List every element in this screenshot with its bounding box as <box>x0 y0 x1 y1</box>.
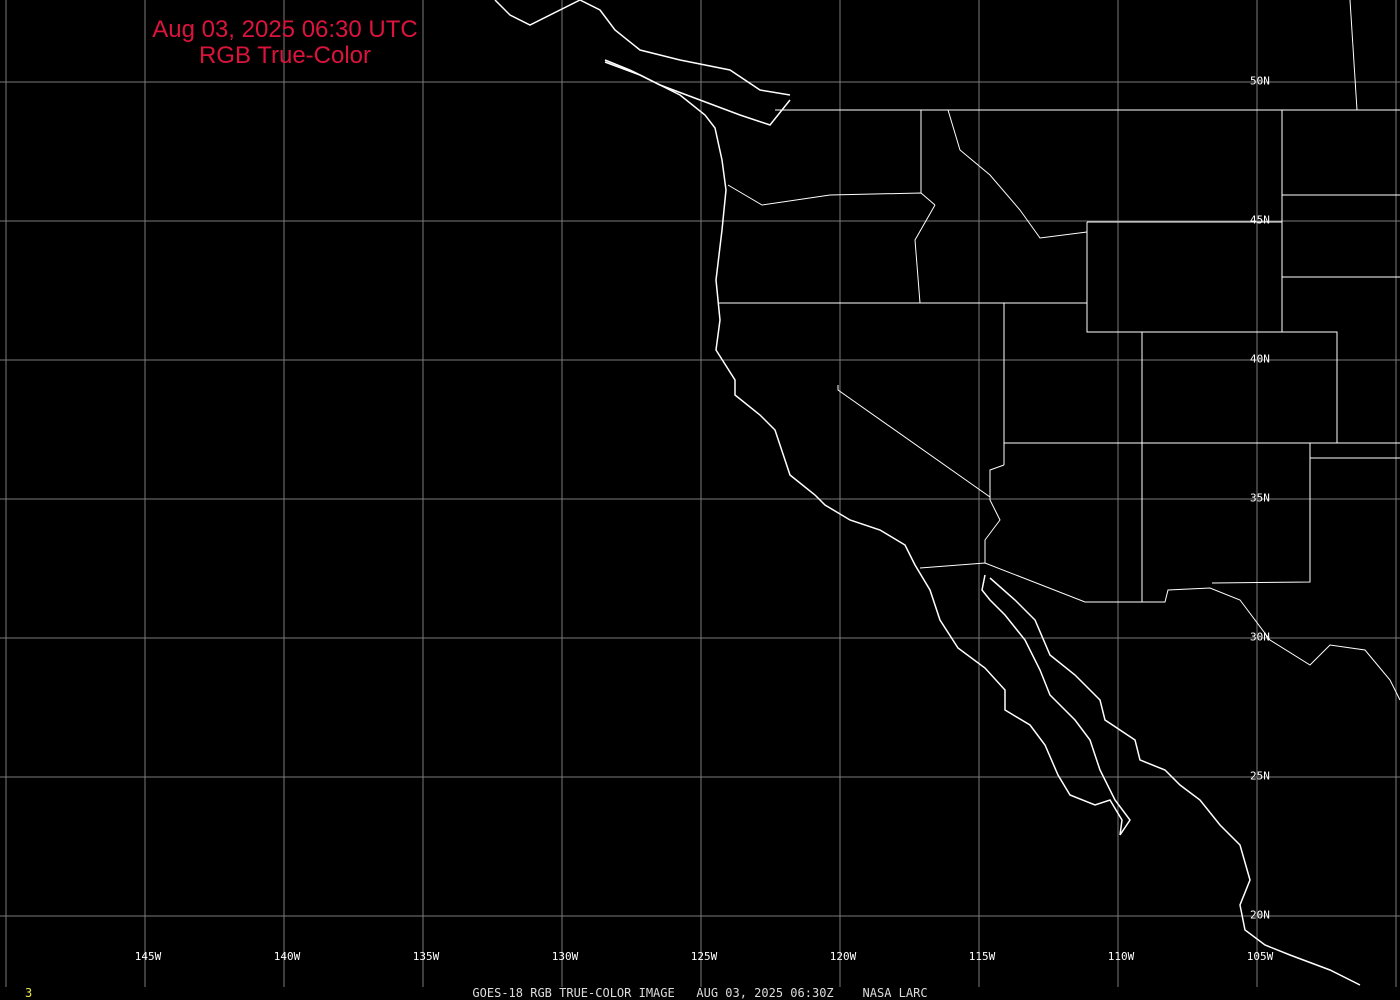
ca-nv-border <box>837 385 991 498</box>
bc-coast <box>494 0 791 96</box>
lat-label: 30N <box>1250 630 1270 644</box>
vancouver-island <box>604 59 791 126</box>
map-title-datetime: Aug 03, 2025 06:30 UTC <box>152 16 418 43</box>
wy-co-border <box>1142 331 1338 443</box>
pacific-coast <box>604 61 1123 836</box>
lon-label: 140W <box>273 950 301 963</box>
id-mt-border <box>947 109 1088 239</box>
lon-label: 125W <box>690 950 718 963</box>
lat-label: 45N <box>1250 213 1270 227</box>
us-mexico-border <box>919 562 1400 701</box>
lon-label: 120W <box>829 950 857 963</box>
lat-label: 35N <box>1250 491 1270 505</box>
lon-label: 115W <box>968 950 996 963</box>
lon-label: 105W <box>1246 950 1274 963</box>
lat-label: 50N <box>1250 74 1270 88</box>
lon-label: 145W <box>134 950 162 963</box>
lat-label: 25N <box>1250 769 1270 783</box>
lon-label: 135W <box>412 950 440 963</box>
frame-number: 3 <box>25 986 33 1000</box>
nm-tx-border <box>1211 443 1311 584</box>
lon-label: 110W <box>1107 950 1135 963</box>
lon-label: 130W <box>551 950 579 963</box>
lat-label: 40N <box>1250 352 1270 366</box>
wa-or-border <box>727 184 936 206</box>
ca-az-border <box>984 464 1005 563</box>
baja-east-coast <box>981 574 1131 836</box>
coastline <box>494 0 1361 986</box>
wy-west-border <box>1086 222 1142 333</box>
or-id-border <box>914 204 936 304</box>
map-title-product: RGB True-Color <box>198 42 372 69</box>
lat-label: 20N <box>1250 908 1270 922</box>
footer-caption: GOES-18 RGB TRUE-COLOR IMAGE AUG 03, 202… <box>472 986 928 1000</box>
political-boundaries <box>718 0 1400 701</box>
mexico-mainland-coast <box>989 577 1361 986</box>
canada-province-border <box>1349 0 1358 111</box>
